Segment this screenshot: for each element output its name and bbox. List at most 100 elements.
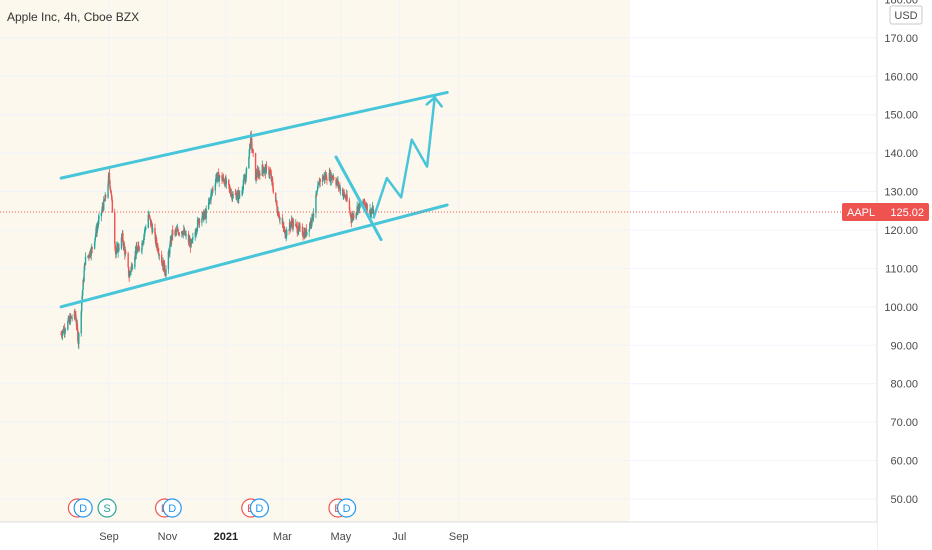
event-marker-d[interactable]: D [336,498,357,518]
candle-body [231,193,233,200]
candle-body [201,213,204,219]
candle-body [263,171,265,173]
candle-body [87,255,89,257]
price-tick-label: 60.00 [890,456,918,468]
candle-body [103,200,106,202]
candle-body [245,168,248,174]
time-axis[interactable]: Sep Nov 2021 Mar May Jul Sep [99,531,468,543]
candle-body [90,247,92,256]
candle-body [343,193,346,197]
candle-body [111,200,114,213]
candle-body [130,267,132,273]
event-marker-s[interactable]: S [97,498,117,518]
time-tick-label: May [330,531,351,543]
candle-body [252,149,254,153]
candle-body [191,239,193,243]
candle-body [115,252,117,255]
upper-channel-line[interactable] [59,90,449,180]
candle-body [317,184,320,186]
candle-body [108,173,111,181]
candle-body [268,174,271,176]
event-marker-label: D [343,503,351,515]
candle-body [149,215,151,218]
candle-body [217,172,220,182]
candle-body [309,223,311,230]
candle-body [316,191,318,196]
event-marker-circle [249,498,270,518]
candle-body [276,205,278,212]
projection-path[interactable] [372,97,436,219]
candle-body [351,218,353,222]
lower-channel-line[interactable] [59,203,449,309]
event-marker-label: S [103,503,110,515]
candle-body [100,212,103,217]
candle-body [230,194,232,196]
candle-body [167,251,170,269]
candles-series [60,130,375,350]
candle-body [117,245,119,253]
event-marker-label: D [255,503,263,515]
candle-body [291,220,293,223]
candle-body [322,177,325,180]
candle-body [315,194,317,214]
event-marker-d[interactable]: D [162,498,182,518]
candle-body [371,211,373,213]
candle-body [326,179,328,181]
price-tag-background [842,203,929,221]
candle-body [83,263,86,271]
candle-body [270,173,272,175]
candle-body [98,216,100,220]
candle-body [269,171,272,174]
candle-body [296,225,298,233]
candle-body [238,192,240,196]
candle-body [93,241,96,249]
price-tag-value: 125.02 [890,207,924,219]
price-tick-label: 70.00 [890,417,918,429]
candle-body [288,222,291,231]
price-axis[interactable]: 50.00 60.00 70.00 80.00 90.00 100.00 110.00 120… [884,0,918,506]
candle-body [192,237,194,240]
candle-body [272,187,274,193]
session-background [0,0,630,522]
candle-body [265,165,268,168]
candle-body [194,232,196,238]
candle-body [134,256,136,268]
candle-body [285,235,287,238]
candle-body [88,256,91,258]
event-marker-circle [73,498,93,518]
candle-body [236,197,238,200]
candle-body [261,164,263,176]
candle-body [302,236,305,238]
currency-badge[interactable] [889,5,923,25]
candle-body [348,200,351,210]
candle-body [311,214,314,219]
candle-body [325,174,328,180]
candle-body [107,175,110,185]
candle-body [355,211,358,214]
candle-body [201,218,203,223]
candle-body [70,316,73,319]
candle-body [212,189,214,191]
candle-body [71,318,73,320]
candle-body [286,229,288,236]
candle-body [208,200,210,203]
candle-body [221,175,223,182]
candle-body [274,192,277,202]
candle-body [284,229,286,238]
candle-body [342,188,344,196]
candle-body [231,197,234,200]
candle-body [228,184,230,188]
candle-body [165,268,167,277]
candle-body [250,133,252,146]
time-tick-label: Mar [273,531,292,543]
candle-body [77,330,79,342]
event-marker-d[interactable]: D [73,498,93,518]
candle-body [285,237,287,239]
candle-body [256,170,259,177]
candle-body [319,179,321,185]
downtrend-line[interactable] [334,155,383,242]
event-marker-d[interactable]: D [249,498,270,518]
candle-body [343,191,345,194]
candle-body [339,188,342,191]
